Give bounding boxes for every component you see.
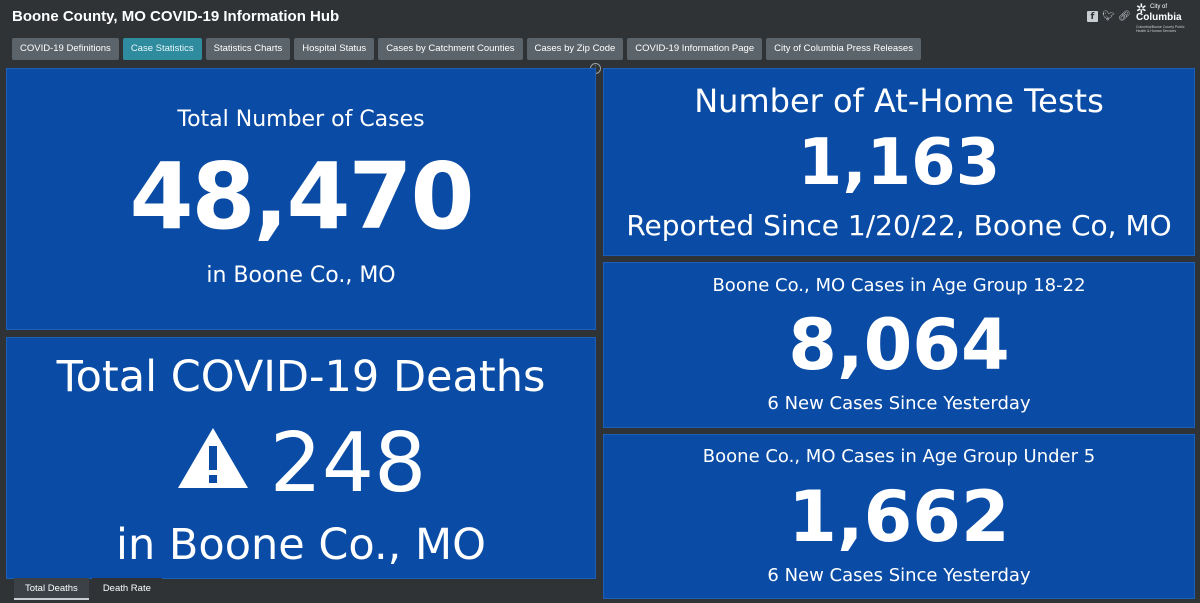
main-tabs: COVID-19 Definitions Case Statistics Sta… (12, 38, 921, 60)
total-cases-caption: in Boone Co., MO (206, 263, 396, 288)
home-tests-value: 1,163 (797, 126, 1001, 200)
tab-case-statistics[interactable]: Case Statistics (122, 38, 202, 60)
age-under-5-heading: Boone Co., MO Cases in Age Group Under 5 (702, 446, 1096, 467)
tab-press-releases[interactable]: City of Columbia Press Releases (766, 38, 921, 60)
deaths-heading: Total COVID-19 Deaths (56, 352, 546, 402)
page-title: Boone County, MO COVID-19 Information Hu… (12, 8, 340, 25)
total-deaths-panel: Total COVID-19 Deaths 248 in Boone Co., … (6, 337, 596, 579)
total-cases-value: 48,470 (129, 143, 474, 250)
subtab-total-deaths[interactable]: Total Deaths (14, 578, 89, 600)
tab-statistics-charts[interactable]: Statistics Charts (205, 38, 291, 60)
age-18-22-value: 8,064 (788, 304, 1010, 386)
deaths-caption: in Boone Co., MO (116, 520, 486, 570)
logo-subtitle: Columbia/Boone County Public Health & Hu… (1136, 25, 1185, 33)
tab-covid-definitions[interactable]: COVID-19 Definitions (12, 38, 119, 60)
link-icon[interactable]: 🔗︎ (1118, 11, 1131, 22)
deaths-subtabs: Total Deaths Death Rate (14, 578, 162, 600)
age-18-22-caption: 6 New Cases Since Yesterday (767, 393, 1031, 414)
total-cases-panel: Total Number of Cases 48,470 in Boone Co… (6, 68, 596, 330)
social-links: f 🐦︎ 🔗︎ (1087, 11, 1131, 22)
logo-name: Columbia (1136, 12, 1182, 23)
facebook-icon[interactable]: f (1087, 11, 1098, 22)
subtab-death-rate[interactable]: Death Rate (91, 578, 162, 600)
age-18-22-panel: Boone Co., MO Cases in Age Group 18-22 8… (603, 262, 1195, 428)
age-18-22-heading: Boone Co., MO Cases in Age Group 18-22 (712, 275, 1086, 296)
logo-city-of: City of (1150, 4, 1168, 10)
total-cases-heading: Total Number of Cases (177, 107, 425, 132)
header-bar: Boone County, MO COVID-19 Information Hu… (0, 0, 1200, 36)
home-tests-caption: Reported Since 1/20/22, Boone Co, MO (626, 209, 1172, 242)
age-under-5-caption: 6 New Cases Since Yesterday (767, 565, 1031, 586)
age-under-5-value: 1,662 (788, 476, 1010, 558)
deaths-value: 248 (269, 416, 427, 511)
columbia-logo: ✲ City of Columbia Columbia/Boone County… (1136, 3, 1188, 35)
logo-mark-icon: ✲ (1136, 2, 1147, 17)
deaths-value-row: 248 (7, 416, 595, 516)
home-tests-heading: Number of At-Home Tests (694, 82, 1104, 120)
tab-zip-code[interactable]: Cases by Zip Code (526, 38, 624, 60)
tab-catchment-counties[interactable]: Cases by Catchment Counties (378, 38, 523, 60)
age-under-5-panel: Boone Co., MO Cases in Age Group Under 5… (603, 434, 1195, 599)
tab-hospital-status[interactable]: Hospital Status (294, 38, 375, 60)
home-tests-panel: Number of At-Home Tests 1,163 Reported S… (603, 68, 1195, 256)
twitter-icon[interactable]: 🐦︎ (1102, 11, 1115, 22)
tab-info-page[interactable]: COVID-19 Information Page (627, 38, 763, 60)
warning-icon (176, 415, 250, 510)
